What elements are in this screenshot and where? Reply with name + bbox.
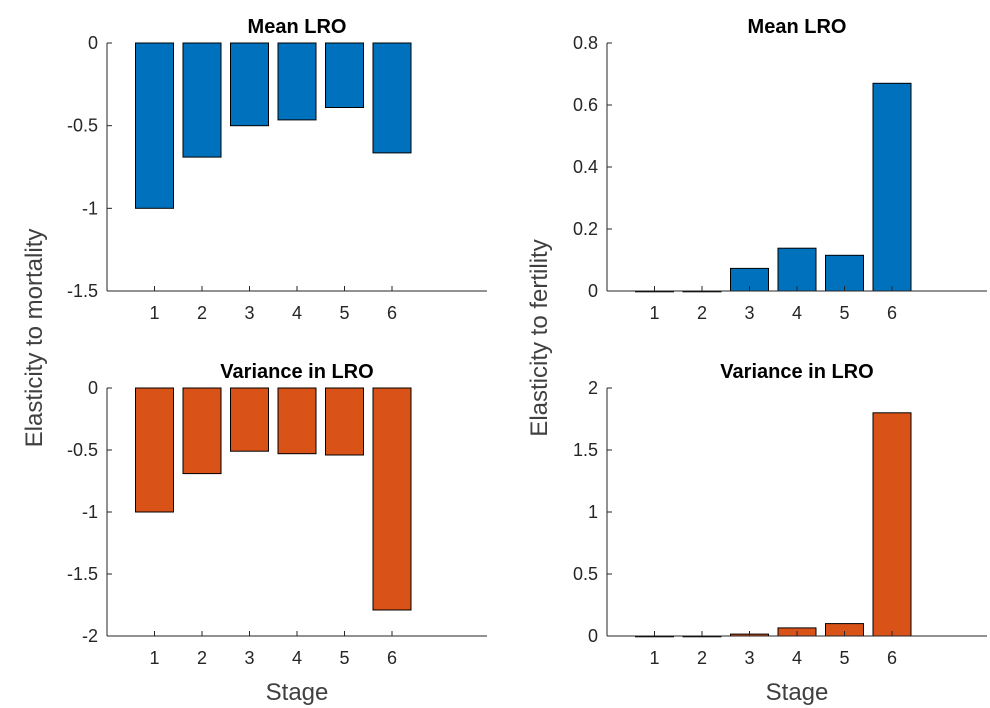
y-tick-label: -0.5 (67, 116, 98, 136)
panel-variance-fertility: 0 0.5 1 1.5 2 1 2 3 4 5 6 Variance in LRO (573, 361, 987, 668)
x-tick-label: 2 (697, 648, 707, 668)
x-tick-label: 5 (339, 648, 349, 668)
x-tick-label: 3 (744, 648, 754, 668)
x-tick-label: 5 (839, 648, 849, 668)
chart-title: Variance in LRO (220, 361, 373, 383)
bar-4 (277, 42, 317, 121)
x-tick-label: 6 (887, 303, 897, 323)
bar-3 (230, 42, 269, 127)
x-tick-label: 6 (387, 303, 397, 323)
x-tick-label: 6 (887, 648, 897, 668)
chart-title: Mean LRO (748, 16, 847, 38)
y-axis-label-fertility: Elasticity to fertility (526, 239, 553, 436)
bar-4 (777, 247, 817, 292)
bar-4 (277, 387, 317, 455)
x-tick-label: 2 (197, 303, 207, 323)
y-tick-label: 0 (588, 281, 598, 301)
x-tick-label: 2 (197, 648, 207, 668)
bar-6 (872, 412, 912, 637)
y-tick-label: -1 (82, 502, 98, 522)
y-tick-label: -2 (82, 626, 98, 646)
y-tick-label: -1.5 (67, 564, 98, 584)
x-tick-label: 3 (744, 303, 754, 323)
y-tick-label: -1 (82, 198, 98, 218)
panel-mean-fertility: 0 0.2 0.4 0.6 0.8 1 2 3 4 5 6 Mean LRO (573, 16, 987, 323)
y-tick-label: 2 (588, 378, 598, 398)
y-tick-label: 1 (588, 502, 598, 522)
y-tick-label: 0 (588, 626, 598, 646)
y-axis-label-mortality: Elasticity to mortality (21, 229, 48, 448)
y-tick-label: 0.2 (573, 219, 598, 239)
x-tick-label: 1 (149, 303, 159, 323)
y-tick-label: 1.5 (573, 440, 598, 460)
bar-5 (325, 387, 364, 456)
x-axis-label-left: Stage (266, 679, 329, 706)
bar-5 (825, 254, 864, 292)
bar-1 (135, 387, 174, 513)
chart-title: Variance in LRO (720, 361, 873, 383)
x-tick-label: 1 (149, 648, 159, 668)
bar-2 (182, 42, 222, 158)
x-tick-label: 4 (792, 648, 802, 668)
x-tick-label: 3 (244, 303, 254, 323)
x-tick-label: 4 (292, 648, 302, 668)
panel-mean-mortality: 0 -0.5 -1 -1.5 1 2 3 4 5 6 Mean LRO (67, 16, 487, 323)
chart-title: Mean LRO (248, 16, 347, 38)
bar-6 (372, 42, 412, 154)
y-tick-label: 0.4 (573, 157, 598, 177)
y-tick-label: 0.6 (573, 95, 598, 115)
panel-variance-mortality: 0 -0.5 -1 -1.5 -2 1 2 3 4 5 6 Variance in LRO (67, 361, 487, 668)
y-tick-label: 0.5 (573, 564, 598, 584)
x-tick-label: 5 (839, 303, 849, 323)
x-tick-label: 1 (649, 648, 659, 668)
bar-6 (872, 82, 912, 292)
bar-2 (182, 387, 222, 475)
bar-6 (372, 387, 412, 611)
y-tick-label: 0.8 (573, 33, 598, 53)
x-tick-label: 5 (339, 303, 349, 323)
x-tick-label: 3 (244, 648, 254, 668)
x-axis-label-right: Stage (766, 679, 829, 706)
x-tick-label: 4 (792, 303, 802, 323)
x-tick-label: 2 (697, 303, 707, 323)
x-tick-label: 1 (649, 303, 659, 323)
bar-3 (230, 387, 269, 452)
y-tick-label: -1.5 (67, 281, 98, 301)
y-tick-label: 0 (88, 378, 98, 398)
bar-1 (135, 42, 174, 209)
bar-5 (325, 42, 364, 108)
y-tick-label: 0 (88, 33, 98, 53)
x-tick-label: 6 (387, 648, 397, 668)
y-tick-label: -0.5 (67, 440, 98, 460)
x-tick-label: 4 (292, 303, 302, 323)
